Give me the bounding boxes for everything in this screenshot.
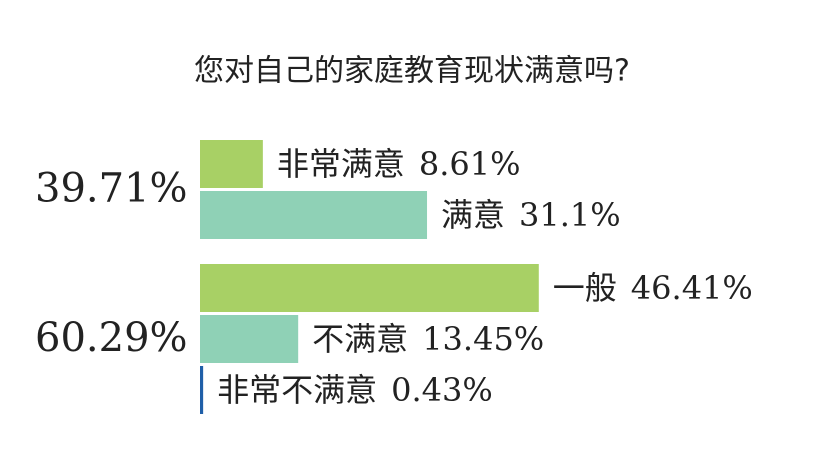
value-label: 8.61%	[419, 145, 521, 183]
value-label: 31.1%	[519, 196, 621, 234]
bar-label: 满意 31.1%	[441, 196, 621, 234]
category-label: 非常满意	[277, 145, 405, 183]
bar-label: 一般 46.41%	[553, 269, 753, 307]
bar	[200, 315, 299, 363]
category-label: 不满意	[312, 320, 408, 358]
value-label: 13.45%	[422, 320, 544, 358]
category-label: 非常不满意	[217, 371, 377, 409]
bar	[200, 140, 263, 188]
bar-label: 不满意 13.45%	[312, 320, 544, 358]
bar-label: 非常不满意 0.43%	[217, 371, 493, 409]
group-total: 39.71%	[35, 166, 188, 212]
value-label: 0.43%	[391, 371, 493, 409]
chart-title: 您对自己的家庭教育现状满意吗?	[194, 54, 630, 89]
group-total: 60.29%	[35, 315, 188, 361]
value-label: 46.41%	[631, 269, 753, 307]
category-label: 满意	[441, 196, 505, 234]
bar	[200, 366, 204, 414]
category-label: 一般	[553, 269, 617, 307]
bar	[200, 264, 539, 312]
bar	[200, 191, 428, 239]
bar-label: 非常满意 8.61%	[277, 145, 521, 183]
